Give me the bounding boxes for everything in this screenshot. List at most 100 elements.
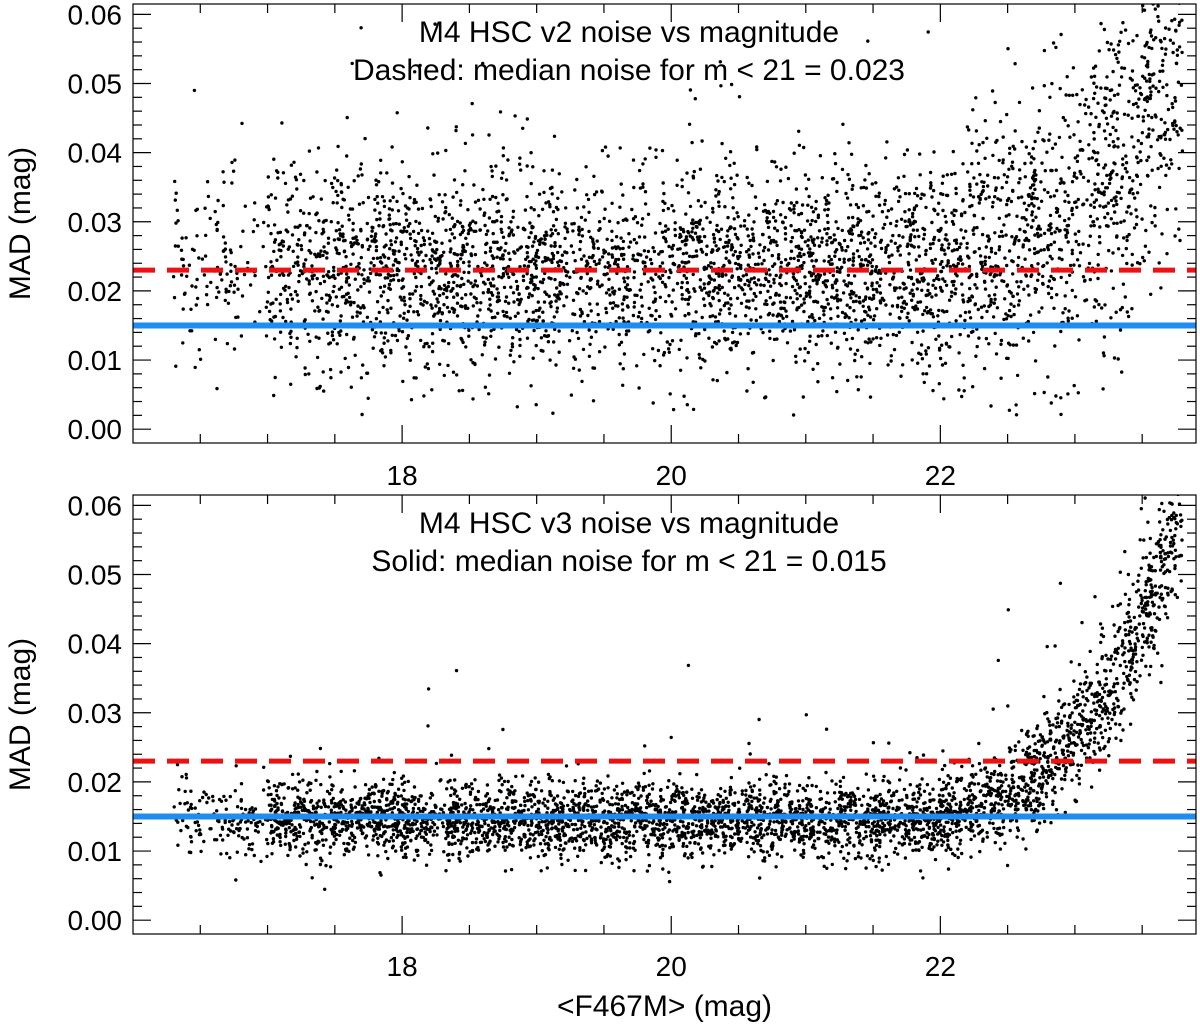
scatter-point bbox=[1146, 600, 1150, 604]
scatter-point bbox=[864, 824, 868, 829]
scatter-point bbox=[509, 220, 513, 224]
scatter-point bbox=[348, 303, 353, 307]
scatter-point bbox=[850, 336, 855, 341]
scatter-point bbox=[1053, 230, 1057, 234]
scatter-point bbox=[848, 347, 853, 351]
scatter-point bbox=[359, 26, 363, 30]
scatter-point bbox=[509, 285, 513, 289]
scatter-point bbox=[792, 328, 797, 332]
scatter-point bbox=[698, 278, 703, 282]
scatter-point bbox=[512, 250, 516, 254]
scatter-point bbox=[577, 792, 582, 796]
scatter-point bbox=[1080, 147, 1084, 152]
scatter-point bbox=[869, 340, 873, 344]
scatter-point bbox=[1013, 147, 1017, 151]
scatter-point bbox=[699, 366, 703, 370]
scatter-point bbox=[413, 244, 417, 248]
scatter-point bbox=[1061, 115, 1066, 120]
scatter-point bbox=[1130, 78, 1134, 82]
scatter-point bbox=[534, 308, 538, 313]
scatter-point bbox=[1015, 292, 1020, 296]
scatter-point bbox=[686, 229, 690, 234]
scatter-point bbox=[816, 380, 820, 384]
scatter-point bbox=[467, 264, 471, 268]
scatter-point bbox=[680, 239, 684, 244]
scatter-point bbox=[774, 202, 778, 206]
scatter-point bbox=[550, 232, 555, 236]
scatter-point bbox=[951, 283, 956, 287]
scatter-point bbox=[179, 248, 184, 252]
scatter-point bbox=[508, 353, 512, 357]
scatter-point bbox=[1006, 314, 1010, 318]
scatter-point bbox=[1139, 158, 1143, 163]
plot-subtitle-v2: Dashed: median noise for m < 21 = 0.023 bbox=[353, 54, 905, 87]
scatter-point bbox=[394, 236, 399, 240]
scatter-point bbox=[627, 232, 631, 236]
scatter-point bbox=[455, 219, 460, 224]
scatter-point bbox=[355, 310, 359, 314]
scatter-point bbox=[1086, 243, 1091, 248]
scatter-point bbox=[812, 243, 817, 247]
scatter-point bbox=[438, 318, 443, 323]
scatter-point bbox=[386, 276, 390, 280]
scatter-point bbox=[725, 244, 730, 248]
scatter-point bbox=[382, 336, 386, 340]
scatter-point bbox=[686, 302, 690, 306]
scatter-point bbox=[1104, 137, 1108, 141]
scatter-point bbox=[307, 279, 311, 283]
y-tick-label: 0.03 bbox=[68, 207, 123, 238]
scatter-point bbox=[992, 301, 996, 305]
scatter-point bbox=[989, 250, 994, 254]
scatter-point bbox=[308, 196, 313, 200]
scatter-point bbox=[573, 188, 577, 192]
scatter-point bbox=[877, 194, 881, 199]
scatter-point bbox=[628, 841, 632, 845]
scatter-point bbox=[470, 101, 474, 106]
scatter-point bbox=[638, 186, 643, 190]
scatter-point bbox=[495, 287, 499, 291]
scatter-point bbox=[1086, 179, 1091, 183]
scatter-point bbox=[408, 236, 413, 241]
scatter-point bbox=[295, 187, 299, 191]
scatter-point bbox=[1111, 286, 1116, 290]
scatter-point bbox=[911, 228, 916, 232]
scatter-point bbox=[713, 315, 718, 319]
scatter-point bbox=[513, 314, 518, 318]
scatter-point bbox=[1015, 214, 1019, 218]
scatter-point bbox=[830, 376, 835, 380]
scatter-point bbox=[541, 349, 545, 353]
scatter-point bbox=[264, 264, 268, 269]
scatter-point bbox=[953, 292, 957, 296]
scatter-point bbox=[603, 145, 608, 149]
scatter-point bbox=[663, 229, 668, 233]
scatter-point bbox=[842, 257, 846, 261]
scatter-point bbox=[886, 243, 890, 247]
scatter-point bbox=[747, 280, 752, 284]
scatter-point bbox=[683, 261, 687, 265]
scatter-point bbox=[336, 178, 340, 183]
scatter-point bbox=[428, 242, 432, 246]
scatter-point bbox=[321, 253, 325, 258]
scatter-point bbox=[577, 225, 581, 229]
scatter-point bbox=[365, 238, 370, 242]
scatter-point bbox=[534, 275, 538, 279]
scatter-point bbox=[798, 251, 802, 255]
scatter-point bbox=[723, 336, 727, 341]
scatter-point bbox=[517, 302, 521, 307]
scatter-point bbox=[603, 265, 607, 269]
scatter-point bbox=[814, 274, 818, 279]
scatter-point bbox=[544, 292, 549, 296]
scatter-point bbox=[1112, 145, 1116, 149]
scatter-point bbox=[1014, 413, 1019, 417]
scatter-point bbox=[770, 253, 774, 258]
scatter-point bbox=[765, 216, 769, 220]
scatter-point bbox=[1077, 229, 1081, 234]
scatter-point bbox=[983, 156, 987, 160]
scatter-point bbox=[720, 141, 724, 146]
scatter-point bbox=[405, 246, 409, 251]
scatter-point bbox=[482, 343, 487, 347]
scatter-point bbox=[977, 201, 981, 205]
scatter-point bbox=[390, 181, 395, 185]
scatter-point bbox=[821, 280, 826, 285]
scatter-point bbox=[288, 341, 293, 346]
